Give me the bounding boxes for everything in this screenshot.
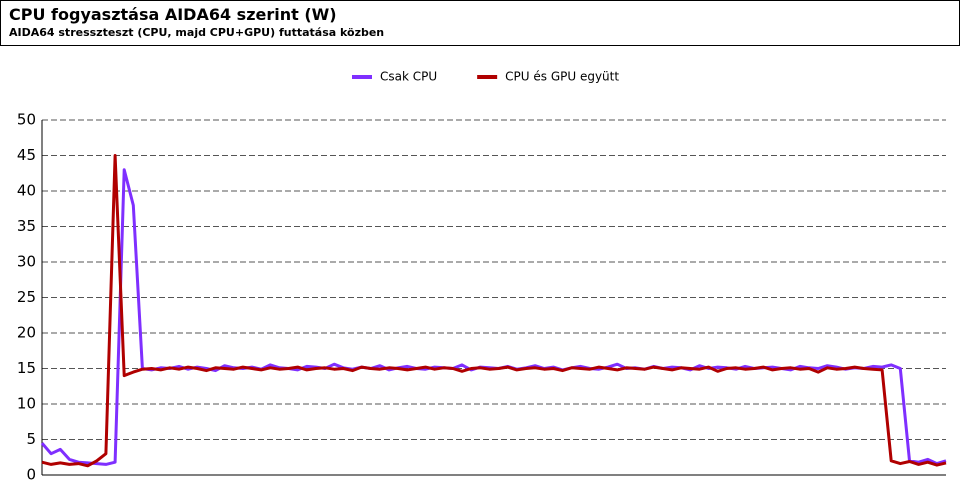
y-tick-label: 0 [26,466,36,484]
series-line [40,168,947,466]
y-tick-label: 40 [17,182,36,200]
series-line [41,154,947,468]
legend-label: CPU és GPU együtt [505,70,619,84]
y-tick-label: 30 [17,253,36,271]
title-box: CPU fogyasztása AIDA64 szerint (W) AIDA6… [0,0,960,46]
y-tick-label: 10 [17,395,36,413]
legend-label: Csak CPU [380,70,437,84]
chart-subtitle: AIDA64 stresszteszt (CPU, majd CPU+GPU) … [9,26,385,39]
chart-title: CPU fogyasztása AIDA64 szerint (W) [9,5,337,24]
y-tick-label: 50 [17,111,36,129]
y-tick-label: 20 [17,324,36,342]
y-tick-label: 45 [17,146,36,164]
y-tick-label: 5 [26,430,36,448]
y-tick-label: 15 [17,359,36,377]
y-tick-label: 25 [17,288,36,306]
y-tick-label: 35 [17,217,36,235]
